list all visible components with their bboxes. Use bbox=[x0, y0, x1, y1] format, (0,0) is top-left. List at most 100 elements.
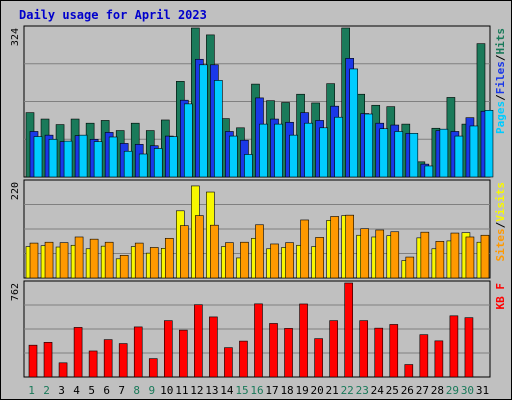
bar-kb-f-day-26 bbox=[404, 364, 414, 378]
bar-sites-day-29 bbox=[450, 232, 460, 279]
bar-kb-f-day-25 bbox=[389, 324, 399, 378]
bar-pages-day-19 bbox=[304, 122, 313, 178]
bar-pages-day-17 bbox=[274, 123, 283, 178]
bar-kb-f-day-1 bbox=[28, 344, 38, 378]
bar-kb-f-day-23 bbox=[359, 320, 369, 378]
bar-kb-f-day-2 bbox=[43, 342, 53, 378]
x-tick-label-day-16: 16 bbox=[250, 384, 263, 397]
bar-kb-f-day-10 bbox=[163, 320, 173, 378]
bar-pages-day-24 bbox=[379, 128, 389, 178]
bar-kb-f-day-16 bbox=[254, 303, 263, 378]
bar-pages-day-30 bbox=[469, 125, 479, 178]
x-tick-label-day-9: 9 bbox=[148, 384, 155, 397]
bar-pages-day-27 bbox=[424, 165, 434, 178]
x-tick-label-day-22: 22 bbox=[341, 384, 354, 397]
bar-kb-f-day-24 bbox=[374, 327, 384, 378]
bar-kb-f-day-9 bbox=[148, 358, 158, 378]
bar-sites-day-23 bbox=[360, 228, 370, 279]
bar-kb-f-day-8 bbox=[133, 326, 143, 378]
bar-sites-day-11 bbox=[180, 225, 189, 279]
bar-pages-day-26 bbox=[409, 133, 419, 178]
bar-pages-day-5 bbox=[93, 141, 103, 178]
legend-item: Hits bbox=[494, 28, 507, 55]
bar-pages-day-18 bbox=[289, 134, 298, 178]
bar-kb-f-day-14 bbox=[224, 347, 233, 378]
legend-item: / bbox=[494, 54, 507, 61]
bar-sites-day-25 bbox=[390, 231, 400, 279]
x-tick-label-day-8: 8 bbox=[133, 384, 140, 397]
x-tick-label-day-25: 25 bbox=[386, 384, 399, 397]
bar-sites-day-27 bbox=[420, 231, 430, 279]
bar-pages-day-1 bbox=[33, 136, 43, 178]
legend-kbf: KB F bbox=[494, 283, 507, 310]
bar-pages-day-28 bbox=[439, 128, 449, 178]
bar-pages-day-8 bbox=[138, 153, 148, 178]
x-tick-label-day-3: 3 bbox=[58, 384, 65, 397]
x-tick-label-day-20: 20 bbox=[311, 384, 324, 397]
bar-kb-f-day-11 bbox=[179, 329, 188, 378]
bar-pages-day-7 bbox=[123, 150, 133, 178]
x-tick-label-day-4: 4 bbox=[73, 384, 80, 397]
bar-sites-day-24 bbox=[375, 229, 385, 279]
x-tick-label-day-12: 12 bbox=[190, 384, 203, 397]
bar-sites-day-28 bbox=[435, 241, 445, 279]
bar-kb-f-day-5 bbox=[88, 350, 98, 378]
bar-sites-day-12 bbox=[195, 215, 204, 279]
bar-kb-f-day-4 bbox=[73, 327, 83, 378]
bar-sites-day-9 bbox=[149, 247, 159, 279]
x-tick-label-day-23: 23 bbox=[356, 384, 369, 397]
bar-sites-day-10 bbox=[164, 237, 174, 279]
bar-sites-day-4 bbox=[74, 236, 84, 279]
legend-hits-files-pages: Pages/Files/Hits bbox=[494, 28, 507, 134]
bar-kb-f-day-22 bbox=[344, 282, 353, 378]
legend-item: Pages bbox=[494, 101, 507, 134]
bar-pages-day-2 bbox=[48, 138, 58, 178]
bar-pages-day-3 bbox=[63, 140, 73, 178]
bar-kb-f-day-19 bbox=[299, 303, 308, 378]
bar-pages-day-12 bbox=[199, 64, 208, 178]
bar-pages-day-31 bbox=[484, 110, 494, 178]
bar-sites-day-17 bbox=[270, 243, 279, 279]
x-tick-label-day-11: 11 bbox=[175, 384, 188, 397]
bar-sites-day-22 bbox=[345, 214, 354, 279]
x-tick-label-day-30: 30 bbox=[461, 384, 474, 397]
bar-kb-f-day-29 bbox=[449, 315, 459, 378]
legend-item: Visits bbox=[494, 182, 507, 222]
x-tick-label-day-5: 5 bbox=[88, 384, 95, 397]
bar-sites-day-5 bbox=[89, 238, 99, 279]
y-max-label: 762 bbox=[10, 283, 21, 301]
bar-sites-day-7 bbox=[119, 255, 129, 279]
x-tick-label-day-14: 14 bbox=[220, 384, 234, 397]
bar-kb-f-day-30 bbox=[464, 317, 474, 378]
x-tick-label-day-15: 15 bbox=[235, 384, 248, 397]
x-tick-label-day-18: 18 bbox=[280, 384, 293, 397]
x-tick-label-day-6: 6 bbox=[103, 384, 110, 397]
bar-kb-f-day-6 bbox=[103, 339, 113, 378]
bar-pages-day-14 bbox=[229, 135, 238, 178]
bar-sites-day-26 bbox=[405, 256, 415, 279]
x-tick-label-day-31: 31 bbox=[476, 384, 489, 397]
bar-pages-day-16 bbox=[259, 123, 268, 178]
legend-item: Sites bbox=[494, 228, 507, 261]
chart-title: Daily usage for April 2023 bbox=[19, 8, 207, 22]
x-tick-label-day-27: 27 bbox=[416, 384, 429, 397]
bar-pages-day-9 bbox=[153, 148, 163, 178]
bar-kb-f-day-21 bbox=[329, 320, 338, 378]
x-tick-label-day-29: 29 bbox=[446, 384, 459, 397]
y-max-label: 220 bbox=[10, 182, 21, 200]
bar-kb-f-day-27 bbox=[419, 334, 429, 378]
legend-item: KB F bbox=[494, 283, 507, 310]
bar-pages-day-25 bbox=[394, 131, 404, 178]
bar-pages-day-6 bbox=[108, 136, 118, 178]
x-tick-label-day-13: 13 bbox=[205, 384, 218, 397]
bar-pages-day-10 bbox=[168, 136, 178, 178]
x-tick-label-day-19: 19 bbox=[295, 384, 308, 397]
bar-kb-f-day-12 bbox=[194, 304, 203, 378]
bar-sites-day-16 bbox=[255, 224, 264, 279]
legend-item: / bbox=[494, 221, 507, 228]
bar-kb-f-day-3 bbox=[58, 362, 68, 378]
bar-pages-day-20 bbox=[319, 127, 328, 178]
